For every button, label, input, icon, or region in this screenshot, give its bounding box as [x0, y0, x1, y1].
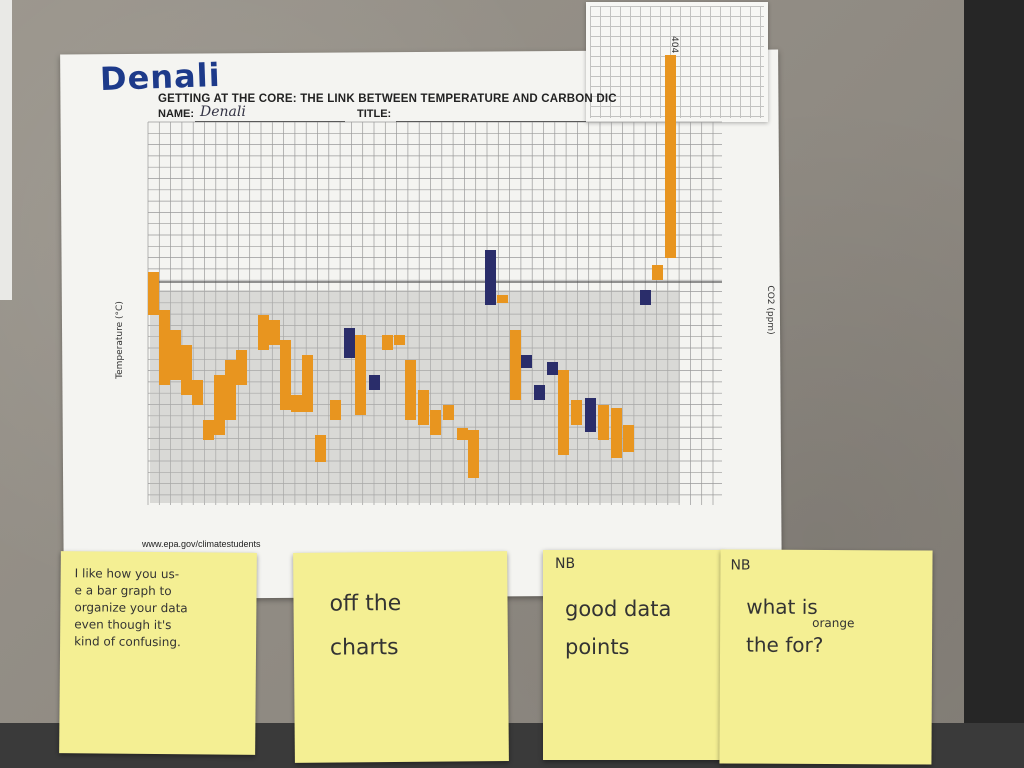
worksheet-heading: GETTING AT THE CORE: THE LINK BETWEEN TE… — [158, 93, 617, 105]
note-4-line: the for? — [746, 632, 824, 657]
sticky-note-1: I like how you us-e a bar graph to organi… — [59, 551, 257, 755]
bar — [430, 410, 441, 435]
note-1-line: organize your data — [74, 600, 188, 616]
note-1-line: e a bar graph to — [74, 583, 172, 599]
bar — [598, 405, 609, 440]
y-axis-label: Temperature (°C) — [115, 301, 125, 380]
desk-edge — [964, 0, 1024, 768]
bar — [585, 398, 596, 432]
bar — [214, 375, 225, 435]
note-3-line: points — [565, 635, 630, 659]
sticky-note-4: NB orange what is the for? — [719, 549, 933, 765]
bar — [330, 400, 341, 420]
bar — [457, 428, 468, 440]
note-2-line: off the — [329, 590, 402, 617]
bar — [315, 435, 326, 462]
bar — [280, 340, 291, 410]
note-2-line: charts — [329, 635, 399, 661]
bar — [382, 335, 393, 350]
bar — [291, 395, 302, 412]
title-underline — [396, 121, 586, 122]
note-3-header: NB — [555, 556, 576, 572]
website-footer: www.epa.gov/climatestudents — [142, 539, 261, 549]
bar — [302, 355, 313, 412]
bar — [394, 335, 405, 345]
bar — [148, 272, 159, 315]
taped-grid-extension — [586, 2, 768, 122]
bar — [547, 362, 558, 375]
note-1-line: kind of confusing. — [74, 634, 181, 650]
bar — [468, 430, 479, 478]
bar — [418, 390, 429, 425]
bar — [355, 335, 366, 415]
bar — [665, 55, 676, 258]
bar — [258, 315, 269, 350]
left-paper-edge — [0, 0, 12, 300]
bar — [443, 405, 454, 420]
bar — [405, 360, 416, 420]
sticky-note-3: NB good data points — [543, 550, 723, 760]
bar — [640, 290, 651, 305]
top-bar-label: 404 — [669, 36, 679, 53]
bar — [170, 330, 181, 380]
bar — [203, 420, 214, 440]
note-4-insert: orange — [812, 615, 855, 631]
name-underline — [195, 121, 345, 122]
right-axis-label: CO2 (ppm) — [765, 285, 775, 334]
bar — [497, 295, 508, 303]
sticky-note-2: off the charts — [293, 551, 509, 763]
bar — [181, 345, 192, 395]
bars — [148, 55, 676, 478]
note-3-line: good data — [565, 597, 672, 621]
note-4-header: NB — [730, 557, 751, 574]
bar — [623, 425, 634, 452]
bar — [534, 385, 545, 400]
title-label: TITLE: — [357, 108, 392, 120]
bar — [571, 400, 582, 425]
note-1-line: even though it's — [74, 617, 172, 633]
name-label: NAME: — [158, 108, 195, 120]
bar — [485, 250, 496, 305]
bar — [225, 360, 236, 420]
bar — [192, 380, 203, 405]
bar — [236, 350, 247, 385]
bar — [611, 408, 622, 458]
bar — [558, 370, 569, 455]
bar — [344, 328, 355, 358]
bar — [652, 265, 663, 280]
bar — [269, 320, 280, 345]
name-value: Denali — [200, 104, 246, 120]
bar — [369, 375, 380, 390]
bar — [159, 310, 170, 385]
bar — [510, 330, 521, 400]
note-1-line: I like how you us- — [74, 566, 180, 582]
bar — [521, 355, 532, 368]
